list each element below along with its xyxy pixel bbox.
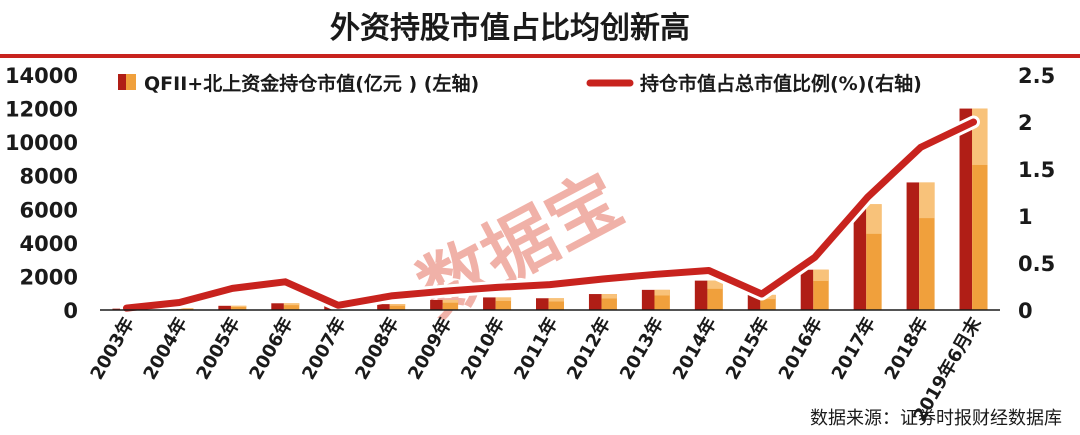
right-tick-label: 1 — [1018, 205, 1033, 229]
left-tick-label: 14000 — [5, 64, 78, 88]
x-tick-label: 2005年 — [192, 314, 245, 384]
bar — [959, 108, 988, 310]
left-tick-label: 4000 — [20, 232, 78, 256]
line-point — [546, 281, 554, 288]
line-point — [758, 290, 765, 298]
left-tick-label: 10000 — [5, 131, 78, 155]
line-point — [705, 267, 713, 274]
line-point — [970, 118, 977, 126]
line-point — [176, 299, 183, 306]
left-tick-label: 8000 — [20, 165, 78, 189]
x-tick-label: 2014年 — [668, 314, 721, 384]
legend: QFII+北上资金持仓市值(亿元 ) (左轴) 持仓市值占总市值比例(%)(右轴… — [118, 72, 922, 95]
source-note: 数据来源：证券时报财经数据库 — [810, 408, 1062, 429]
line-point — [440, 288, 448, 295]
bar — [377, 304, 406, 310]
left-tick-label: 2000 — [20, 265, 78, 289]
bar — [853, 204, 882, 310]
line-point — [599, 275, 607, 283]
bar — [800, 269, 829, 310]
line-point — [811, 254, 818, 261]
x-tick-label: 2013年 — [615, 314, 668, 384]
bar — [430, 299, 459, 310]
x-tick-label: 2016年 — [774, 314, 827, 384]
line-point — [229, 285, 236, 292]
line-series — [120, 115, 980, 315]
bar — [483, 297, 512, 310]
left-tick-label: 12000 — [5, 98, 78, 122]
chart-title: 外资持股市值占比均创新高 — [330, 11, 690, 46]
legend-bar-label: QFII+北上资金持仓市值(亿元 ) (左轴) — [144, 72, 479, 95]
x-tick-label: 2012年 — [562, 314, 615, 384]
x-tick-label: 2008年 — [350, 314, 403, 384]
bar — [641, 289, 670, 310]
x-tick-label: 2003年 — [86, 314, 139, 384]
line-point — [282, 278, 289, 285]
bar — [694, 280, 723, 310]
right-tick-label: 0.5 — [1018, 252, 1055, 276]
x-tick-label: 2011年 — [509, 314, 562, 384]
bar — [536, 298, 564, 310]
line-point — [864, 194, 871, 201]
right-tick-label: 1.5 — [1018, 158, 1055, 182]
x-tick-label: 2007年 — [297, 314, 350, 384]
x-tick-label: 2006年 — [245, 314, 298, 384]
bar-series — [112, 108, 988, 310]
x-tick-label: 2018年 — [880, 314, 933, 384]
x-tick-label: 2017年 — [827, 314, 880, 384]
line-point — [917, 144, 924, 151]
line-point — [335, 302, 342, 309]
left-tick-label: 0 — [63, 299, 78, 323]
legend-line-label: 持仓市值占总市值比例(%)(右轴) — [640, 72, 922, 95]
right-axis: 0 0.5 1 1.5 2 2.5 — [1018, 64, 1055, 323]
right-tick-label: 2.5 — [1018, 64, 1055, 88]
bar — [588, 294, 617, 310]
left-tick-label: 6000 — [20, 198, 78, 222]
bar — [218, 305, 247, 310]
right-tick-label: 0 — [1018, 299, 1033, 323]
right-tick-label: 2 — [1018, 111, 1033, 135]
x-tick-label: 2010年 — [456, 314, 509, 384]
x-tick-label: 2004年 — [139, 314, 192, 384]
bar — [271, 303, 300, 310]
line-point — [387, 292, 395, 300]
line-point — [493, 284, 501, 291]
legend-bar-swatch — [118, 74, 136, 90]
line-point — [652, 271, 660, 278]
x-tick-label: 2009年 — [403, 314, 456, 384]
left-axis: 0 2000 4000 6000 8000 10000 12000 14000 — [5, 64, 78, 323]
x-tick-label: 2015年 — [721, 314, 774, 384]
bar — [906, 182, 935, 310]
